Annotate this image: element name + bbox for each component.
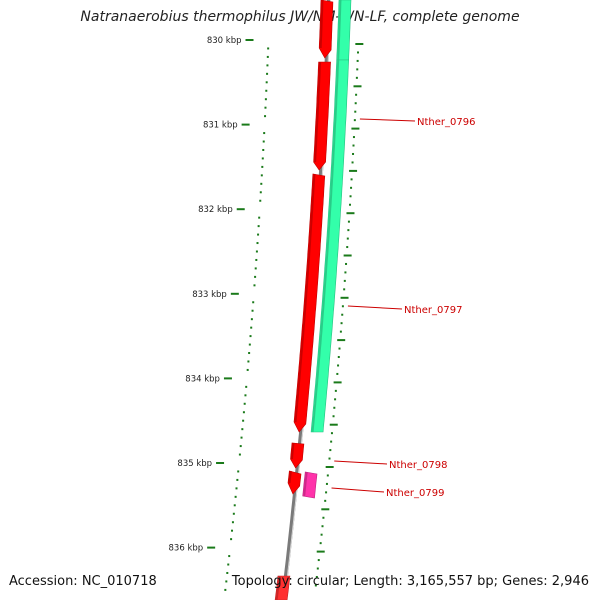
gene-nther-0798 xyxy=(290,442,305,469)
label-leader xyxy=(347,305,403,310)
gene-reverse-small-body xyxy=(287,470,302,495)
gene-nther-0796 xyxy=(310,59,350,433)
kbp-label: 833 kbp xyxy=(192,290,227,300)
gene-upstream-reverse xyxy=(318,0,334,59)
label-leader xyxy=(334,460,388,465)
label-leader xyxy=(331,487,385,493)
gene-reverse-small xyxy=(287,470,302,495)
gene-label: Nther_0797 xyxy=(404,305,462,316)
kbp-label: 831 kbp xyxy=(203,121,238,131)
gene-nther-0799-shade xyxy=(303,471,308,497)
kbp-label: 835 kbp xyxy=(177,459,212,469)
kbp-label: 830 kbp xyxy=(207,36,242,46)
topology-text: Topology: circular; Length: 3,165,557 bp… xyxy=(231,574,589,589)
gene-label: Nther_0799 xyxy=(386,488,444,499)
gene-labels: Nther_0796 Nther_0797 Nther_0798 Nther_0799 xyxy=(331,117,475,499)
kbp-ruler: 830 kbp 831 kbp 832 kbp 833 kbp 834 kbp 835 k… xyxy=(169,36,364,591)
gene-reverse-small-shade xyxy=(288,470,292,484)
kbp-label: 834 kbp xyxy=(185,374,220,384)
gene-features xyxy=(274,0,352,600)
kbp-label: 836 kbp xyxy=(169,544,204,554)
gene-downstream-reverse-shade xyxy=(275,575,281,600)
gene-label: Nther_0796 xyxy=(417,117,475,128)
gene-upstream-reverse-shade xyxy=(319,0,324,49)
gene-nther-0796-shade xyxy=(311,59,340,433)
kbp-label: 832 kbp xyxy=(198,205,233,215)
accession-text: Accession: NC_010718 xyxy=(9,574,157,589)
gene-nther-0797 xyxy=(293,173,326,433)
map-title: Natranaerobius thermophilus JW/NM-WN-LF,… xyxy=(80,9,520,25)
gene-label: Nther_0798 xyxy=(389,460,447,471)
gene-nther-0799 xyxy=(302,471,318,499)
gene-upstream-forward-shade xyxy=(337,0,342,61)
gene-nther-0797-body xyxy=(293,173,326,433)
label-leader xyxy=(359,118,416,122)
gene-downstream-reverse xyxy=(274,575,291,600)
gene-reverse-upper-shade xyxy=(314,61,322,163)
gene-upstream-forward xyxy=(336,0,352,61)
gene-nther-0798-shade xyxy=(291,442,295,460)
gene-nther-0797-shade xyxy=(294,173,316,423)
gene-reverse-upper xyxy=(313,61,331,171)
